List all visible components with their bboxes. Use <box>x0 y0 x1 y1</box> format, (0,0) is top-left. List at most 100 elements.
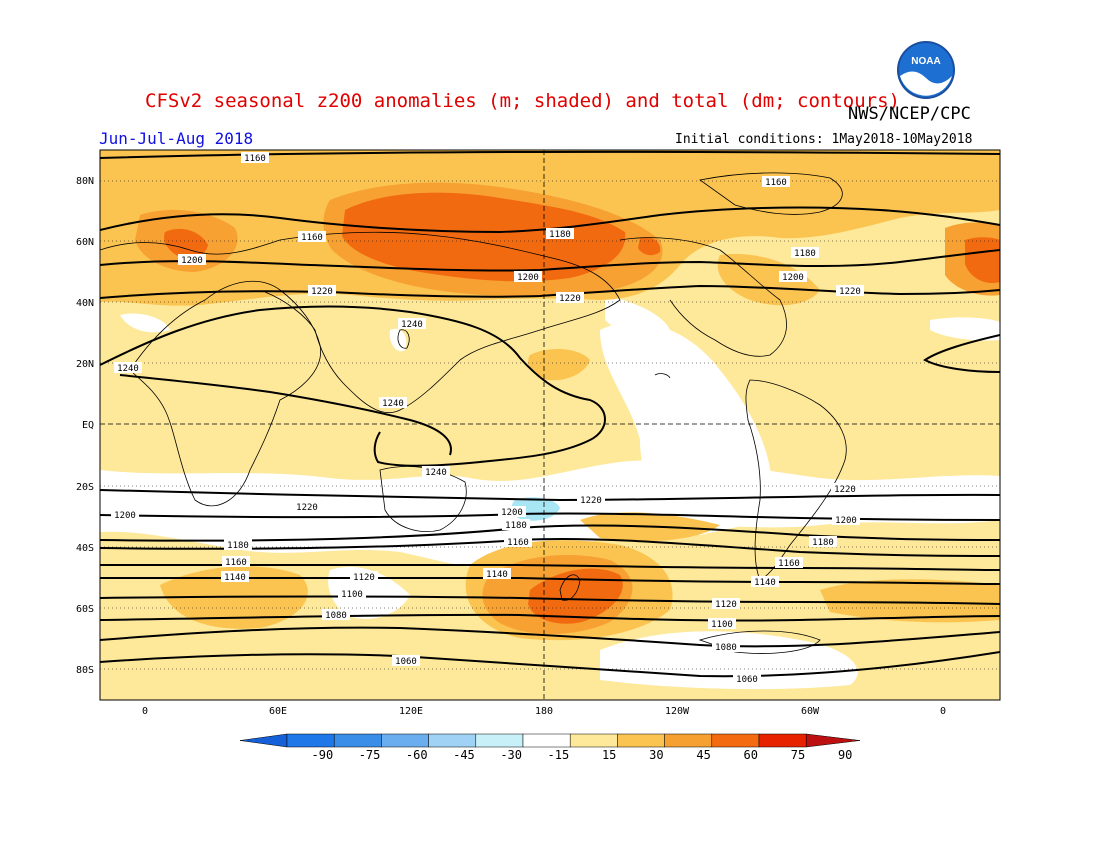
lat-tick-20n: 20N <box>76 359 94 370</box>
contour-label-south-19: 1080 <box>325 611 347 621</box>
contour-label-north-11: 1240 <box>401 320 423 330</box>
contour-label-north-8: 1220 <box>311 287 333 297</box>
contour-label-bg <box>322 609 350 620</box>
contour-label-south-18: 1100 <box>711 620 733 630</box>
contour-label-north-3: 1180 <box>549 230 571 240</box>
anomaly-field-60-75-dateline <box>638 237 661 256</box>
lat-axis: 80N 60N 40N 20N EQ 20S 40S 60S 80S <box>76 176 94 676</box>
lon-tick-120e: 120E <box>399 706 423 717</box>
colorbar-swatch-3 <box>428 733 477 748</box>
map-panel <box>100 150 1000 700</box>
contour-label-bg <box>712 598 740 609</box>
contour-label-south-2: 1220 <box>834 485 856 495</box>
contour-label-bg <box>708 618 736 629</box>
anomaly-field-30-45-south-indian <box>160 566 308 629</box>
lon-tick-0-east: 0 <box>940 706 946 717</box>
height-contours-south <box>100 489 1000 678</box>
anomaly-field-45-60-europe <box>135 209 238 272</box>
contour-label-north-12: 1240 <box>117 364 139 374</box>
contour-label-south-5: 1200 <box>835 516 857 526</box>
colorbar-label-4: -30 <box>500 748 522 762</box>
contour-label-bg <box>293 501 321 512</box>
contour-label-north-0: 1160 <box>244 154 266 164</box>
contour-label-north-7: 1200 <box>782 273 804 283</box>
contour-label-bg <box>791 247 819 258</box>
anomaly-neutral-europe <box>120 313 170 333</box>
anomaly-field-30-45-central-pacific <box>528 348 590 381</box>
colorbar-label-3: -45 <box>453 748 475 762</box>
anomaly-field-45-60-asia <box>323 182 663 297</box>
contour-label-bg <box>577 494 605 505</box>
lat-tick-60n: 60N <box>76 237 94 248</box>
contour-label-bg <box>831 483 859 494</box>
contour-label-south-6: 1180 <box>505 521 527 531</box>
contour-label-bg <box>350 571 378 582</box>
contour-label-bg <box>556 292 584 303</box>
contour-label-south-10: 1160 <box>225 558 247 568</box>
contour-label-bg <box>379 397 407 408</box>
contour-label-north-5: 1200 <box>181 256 203 266</box>
contour-label-south-16: 1120 <box>715 600 737 610</box>
anomaly-field-60-75-east <box>965 237 1000 284</box>
lat-tick-40s: 40S <box>76 543 94 554</box>
graticule <box>100 180 1000 670</box>
anomaly-field-30-45-north <box>100 150 1000 306</box>
anomaly-field-negative-15-30 <box>511 497 560 521</box>
contour-label-bg <box>504 536 532 547</box>
lon-tick-0-west: 0 <box>142 706 148 717</box>
anomaly-field-60-75-europe <box>164 228 208 259</box>
lat-tick-40n: 40N <box>76 298 94 309</box>
contour-label-north-14: 1240 <box>425 468 447 478</box>
contour-label-south-21: 1060 <box>395 657 417 667</box>
colorbar-label-9: 60 <box>744 748 758 762</box>
colorbar-label-1: -75 <box>359 748 381 762</box>
contour-label-north-10: 1220 <box>839 287 861 297</box>
anomaly-field-30-45-south-atlantic <box>820 579 1000 623</box>
lat-tick-20s: 20S <box>76 482 94 493</box>
colorbar-swatch-1 <box>333 733 382 748</box>
contour-label-bg <box>809 536 837 547</box>
contour-label-bg <box>308 285 336 296</box>
lon-axis: 0 60E 120E 180 120W 60W 0 <box>142 706 946 717</box>
anomaly-neutral-southwest <box>328 566 410 619</box>
height-contours-north <box>100 150 1000 467</box>
contour-label-bg <box>114 362 142 373</box>
colorbar-label-11: 90 <box>838 748 852 762</box>
colorbar-swatch-6 <box>569 733 618 748</box>
contour-labels: 1160 1160 1160 1180 1180 1200 1200 1200 1220 1220… <box>111 152 864 685</box>
lon-tick-60e: 60E <box>269 706 287 717</box>
map-title: CFSv2 seasonal z200 anomalies (m; shaded… <box>145 90 900 112</box>
contour-label-bg <box>832 514 860 525</box>
agency-label: NWS/NCEP/CPC <box>848 104 971 124</box>
colorbar-arrow-right <box>805 733 861 748</box>
lon-tick-180: 180 <box>535 706 553 717</box>
contour-label-south-13: 1140 <box>486 570 508 580</box>
contour-label-north-4: 1180 <box>794 249 816 259</box>
contour-label-south-14: 1140 <box>754 578 776 588</box>
coastlines <box>100 172 847 654</box>
anomaly-field-45-60-south-pacific <box>482 555 633 634</box>
anomaly-field-45-60-east <box>945 222 1000 296</box>
map-border <box>99 149 1001 701</box>
colorbar-swatch-5 <box>522 733 571 748</box>
noaa-logo-icon: NOAA <box>897 41 955 99</box>
colorbar-label-10: 75 <box>791 748 805 762</box>
colorbar-label-6: 15 <box>602 748 616 762</box>
anomaly-field-60-75-south-pacific <box>528 568 623 624</box>
colorbar-swatch-2 <box>381 733 429 748</box>
contour-label-bg <box>483 568 511 579</box>
contour-label-bg <box>422 466 450 477</box>
contour-label-bg <box>111 509 139 520</box>
contour-label-bg <box>398 318 426 329</box>
colorbar-swatch-0 <box>286 733 335 748</box>
contour-label-south-4: 1200 <box>501 508 523 518</box>
lon-tick-60w: 60W <box>801 706 820 717</box>
colorbar-label-2: -60 <box>406 748 428 762</box>
anomaly-neutral-west-pacific <box>389 328 407 352</box>
contour-label-north-6: 1200 <box>517 273 539 283</box>
anomaly-field-60-75-asia <box>342 192 626 282</box>
contour-label-bg <box>836 285 864 296</box>
contour-label-south-12: 1140 <box>224 573 246 583</box>
contour-label-bg <box>546 228 574 239</box>
contour-label-bg <box>498 506 526 517</box>
